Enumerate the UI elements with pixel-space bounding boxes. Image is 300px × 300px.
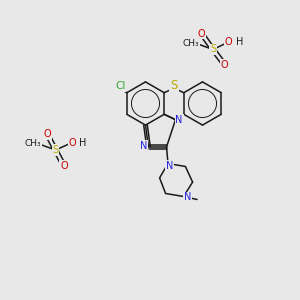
Text: N: N: [184, 192, 191, 203]
Text: N: N: [166, 161, 173, 171]
Text: S: S: [170, 79, 178, 92]
Text: O: O: [198, 28, 206, 39]
Text: O: O: [220, 59, 228, 70]
Text: S: S: [52, 145, 59, 155]
Text: N: N: [176, 115, 183, 125]
Text: O: O: [68, 137, 76, 148]
Text: H: H: [80, 137, 87, 148]
Text: H: H: [236, 37, 243, 47]
Text: N: N: [176, 115, 183, 125]
Text: O: O: [225, 37, 232, 47]
Text: S: S: [210, 44, 216, 55]
Text: Cl: Cl: [115, 81, 125, 91]
Text: O: O: [43, 129, 51, 139]
Text: N: N: [140, 140, 148, 151]
Text: CH₃: CH₃: [182, 39, 199, 48]
Text: O: O: [60, 161, 68, 171]
Text: CH₃: CH₃: [25, 140, 41, 148]
